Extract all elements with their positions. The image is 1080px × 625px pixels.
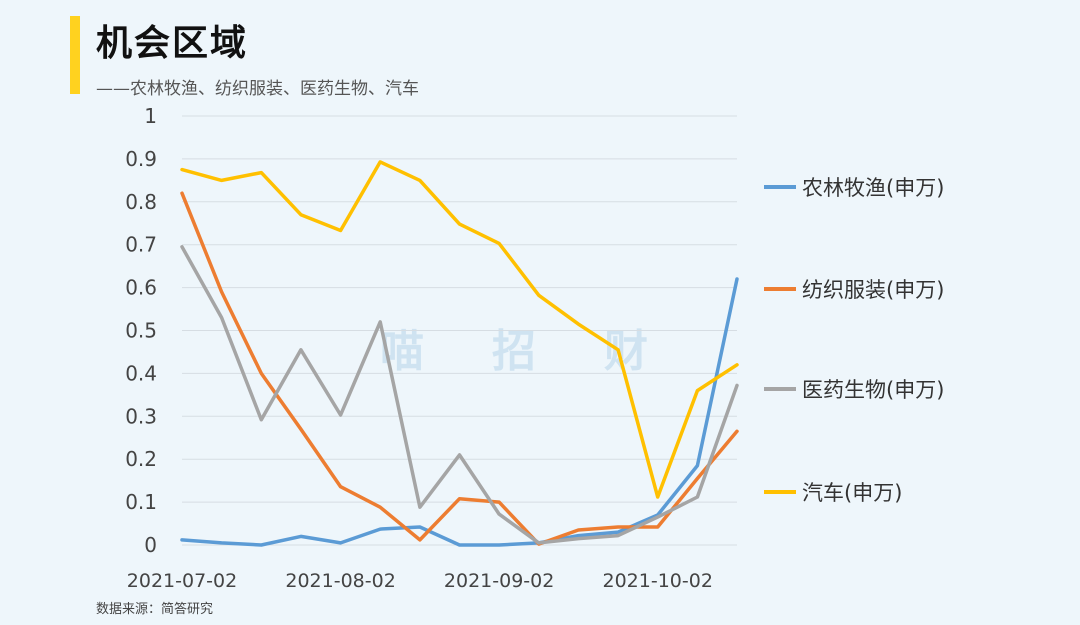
- y-tick-label: 0.4: [125, 361, 157, 385]
- y-tick-label: 0.6: [125, 276, 157, 300]
- y-tick-label: 0.3: [125, 404, 157, 428]
- legend-item: 医药生物(申万): [764, 374, 944, 404]
- chart-subtitle: ——农林牧渔、纺织服装、医药生物、汽车: [96, 79, 419, 99]
- legend-item: 纺织服装(申万): [764, 274, 944, 304]
- legend-swatch: [764, 387, 796, 391]
- series-line: [180, 191, 739, 546]
- y-tick-label: 0.8: [125, 190, 157, 214]
- watermark-char: 招: [492, 326, 540, 377]
- title-accent-bar: [70, 16, 80, 94]
- legend-item: 农林牧渔(申万): [764, 172, 944, 202]
- chart-title: 机会区域: [96, 23, 249, 64]
- legend-swatch: [764, 490, 796, 494]
- x-tick-label: 2021-07-02: [127, 570, 237, 592]
- legend-label: 汽车(申万): [802, 481, 903, 505]
- y-tick-label: 0: [144, 533, 157, 557]
- series-line: [180, 245, 739, 545]
- legend-label: 纺织服装(申万): [802, 278, 945, 302]
- y-tick-label: 0.5: [125, 319, 157, 343]
- legend-swatch: [764, 287, 796, 291]
- y-tick-label: 1: [144, 104, 157, 128]
- y-tick-label: 0.2: [125, 447, 157, 471]
- y-tick-label: 0.9: [125, 147, 157, 171]
- legend-label: 医药生物(申万): [802, 378, 945, 402]
- data-source: 数据来源：简答研究: [96, 602, 214, 617]
- series-line: [180, 277, 739, 547]
- series-line: [180, 160, 739, 499]
- y-tick-label: 0.7: [125, 233, 157, 257]
- legend-swatch: [764, 185, 796, 189]
- watermark-char: 财: [604, 326, 652, 377]
- x-tick-label: 2021-09-02: [444, 570, 554, 592]
- legend-item: 汽车(申万): [764, 477, 902, 507]
- x-tick-label: 2021-10-02: [603, 570, 713, 592]
- legend-label: 农林牧渔(申万): [802, 176, 945, 200]
- x-tick-label: 2021-08-02: [285, 570, 395, 592]
- y-tick-label: 0.1: [125, 490, 157, 514]
